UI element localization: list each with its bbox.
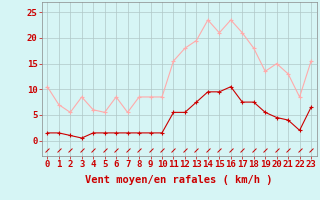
X-axis label: Vent moyen/en rafales ( km/h ): Vent moyen/en rafales ( km/h ): [85, 175, 273, 185]
